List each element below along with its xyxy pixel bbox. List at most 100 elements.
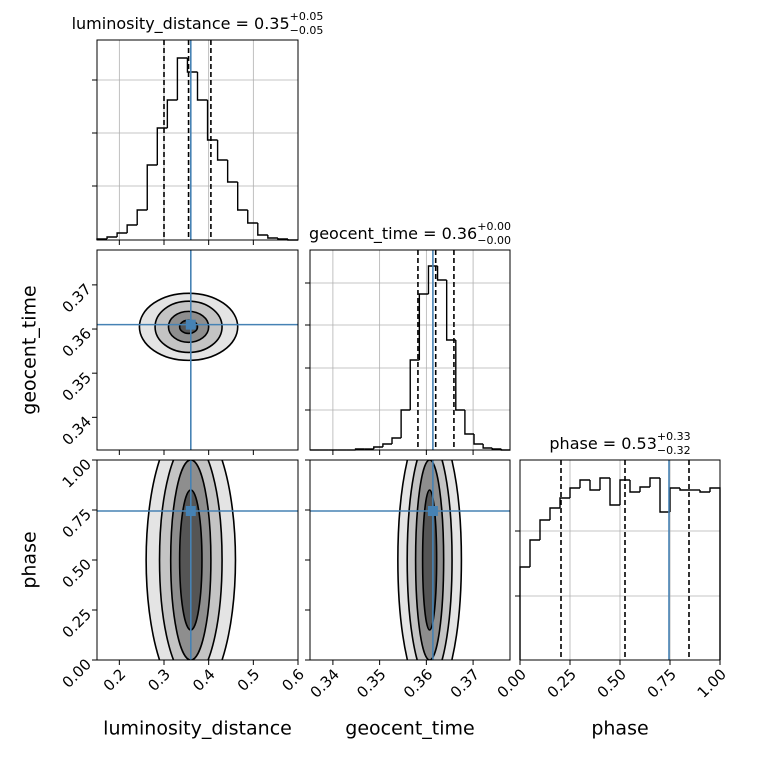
title-plus: +0.33 — [657, 430, 691, 443]
panel: 0.34 0.35 0.36 0.37 geocent_time — [19, 249, 299, 455]
title-plus: +0.05 — [290, 10, 324, 23]
hist-step — [529, 539, 540, 567]
hist-step — [106, 236, 118, 239]
hist-step — [549, 507, 560, 520]
hist-step — [473, 434, 484, 445]
y-axis-label: geocent_time — [19, 285, 41, 414]
hist-step — [382, 443, 393, 447]
hist-step — [418, 293, 429, 360]
hist-step — [216, 140, 228, 161]
hist-step — [136, 209, 148, 225]
hist-step — [609, 478, 620, 506]
x-tick-label: 0.4 — [189, 665, 219, 695]
panel: luminosity_distance = 0.35+0.05 −0.05 — [72, 10, 324, 245]
panel-title: luminosity_distance = 0.35+0.05 −0.05 — [72, 10, 324, 37]
panel: 0.2 0.3 0.4 0.5 0.6 0.00 0.25 0.50 0.75 1.00 lumin… — [19, 455, 309, 740]
hist-step — [519, 566, 530, 660]
hist-step — [659, 478, 670, 513]
panel-frame — [96, 459, 299, 661]
hist-step — [559, 497, 570, 508]
title-main: luminosity_distance = 0.35 — [72, 14, 290, 34]
y-tick-label: 1.00 — [59, 455, 95, 491]
truth-point — [427, 506, 438, 516]
hist-step — [445, 280, 456, 341]
x-tick-label: 0.50 — [594, 665, 630, 701]
hist-step — [186, 58, 198, 73]
x-tick-label: 0.2 — [100, 665, 130, 695]
hist-step — [539, 519, 550, 540]
y-tick-label: 0.37 — [59, 280, 95, 316]
hist-step — [669, 487, 680, 512]
panel-frame — [309, 249, 511, 451]
x-tick-label: 0.37 — [447, 665, 483, 701]
panel-frame — [96, 249, 299, 451]
x-tick-label: 0.00 — [494, 665, 530, 701]
hist-step — [579, 479, 590, 488]
x-tick-label: 0.75 — [644, 665, 680, 701]
hist-step — [257, 223, 268, 236]
hist-step — [436, 266, 447, 281]
hist-step — [226, 160, 238, 183]
title-minus: −0.05 — [290, 24, 324, 37]
title-main: geocent_time = 0.36 — [309, 224, 477, 244]
x-tick-label: 0.6 — [278, 665, 308, 695]
hist-step — [599, 477, 610, 490]
hist-step — [409, 359, 420, 410]
x-tick-label: 0.3 — [144, 665, 174, 695]
panel-frame — [96, 39, 299, 241]
hist-step — [455, 340, 465, 411]
hist-step — [166, 99, 178, 128]
hist-step — [482, 444, 493, 449]
hist-step — [679, 488, 690, 491]
title-plus: +0.00 — [477, 220, 511, 233]
hist-step — [629, 480, 640, 493]
hist-step — [156, 127, 168, 165]
hist-step — [196, 72, 208, 101]
title-minus: −0.00 — [477, 234, 511, 247]
hist-step — [116, 232, 128, 237]
hist-step — [206, 100, 218, 141]
hist-step — [391, 437, 402, 444]
hist-step — [649, 477, 660, 487]
y-axis-label: phase — [19, 531, 41, 588]
truth-point — [185, 506, 196, 516]
hist-step — [639, 486, 650, 492]
hist-step — [427, 265, 438, 294]
panel-title: geocent_time = 0.36+0.00 −0.00 — [309, 220, 511, 247]
panel-frame — [309, 459, 511, 661]
title-main: phase = 0.53 — [549, 434, 656, 453]
x-tick-label: 1.00 — [694, 665, 730, 701]
panel: geocent_time = 0.36+0.00 −0.00 — [305, 220, 511, 455]
x-tick-label: 0.35 — [353, 665, 389, 701]
hist-step — [237, 182, 248, 211]
panel: 0.00 0.25 0.50 0.75 1.00 phase = 0.53+0.33 −0.… — [494, 430, 730, 740]
hist-step — [491, 448, 502, 450]
density — [397, 460, 463, 660]
hist-step — [247, 210, 258, 224]
hist-step — [709, 487, 721, 660]
panel-title: phase = 0.53+0.33 −0.32 — [549, 430, 690, 457]
hist-step — [126, 224, 138, 233]
x-tick-label: 0.5 — [234, 665, 264, 695]
x-axis-label: luminosity_distance — [103, 718, 292, 740]
hist-step — [267, 235, 278, 239]
hist-step — [699, 490, 710, 493]
y-tick-label: 0.34 — [59, 413, 95, 449]
x-axis-label: geocent_time — [345, 718, 474, 740]
x-tick-label: 0.36 — [400, 665, 436, 701]
x-tick-label: 0.25 — [544, 665, 580, 701]
hist-step — [277, 238, 288, 240]
hist-step — [589, 480, 600, 491]
hist-step — [176, 57, 188, 100]
panel: 0.34 0.35 0.36 0.37 geocent_time — [305, 459, 511, 740]
x-axis-label: phase — [591, 718, 648, 740]
density — [145, 460, 237, 660]
hist-step — [400, 409, 411, 438]
hist-step — [464, 410, 475, 435]
panel-frame — [519, 459, 721, 661]
y-tick-label: 0.50 — [59, 555, 95, 591]
y-tick-label: 0.25 — [59, 605, 95, 641]
hist-step — [619, 479, 630, 505]
y-tick-label: 0.00 — [59, 655, 95, 691]
